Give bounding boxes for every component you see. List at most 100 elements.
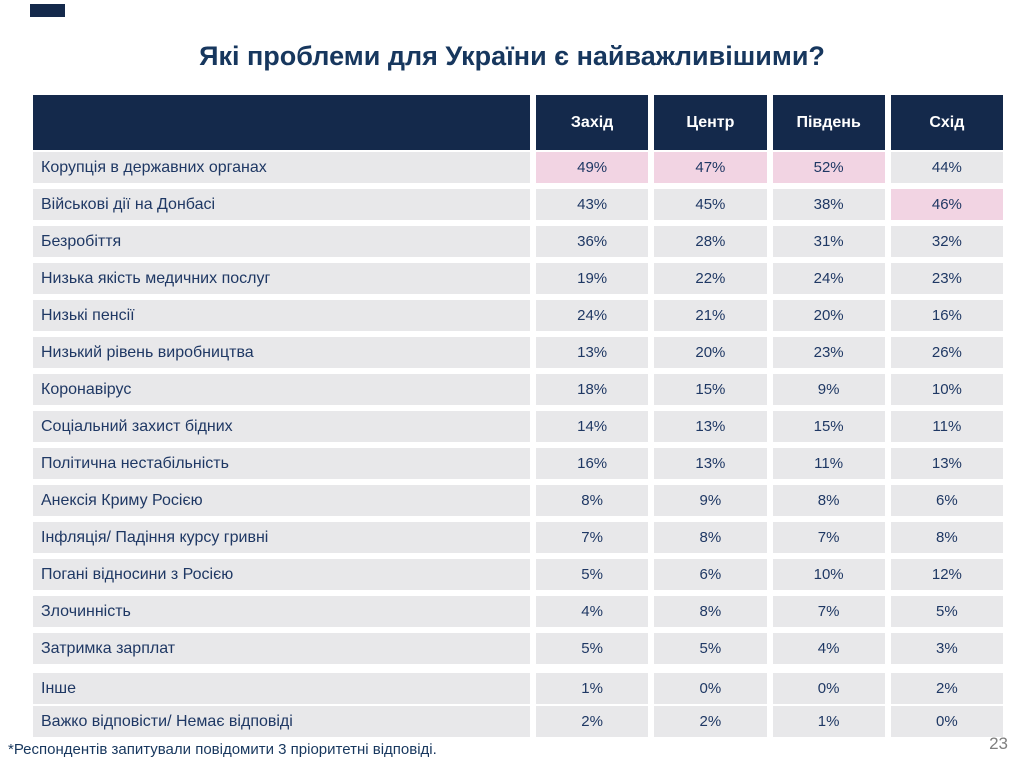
value-cell: 22% (654, 263, 767, 294)
table-row: Політична нестабільність 16% 13% 11% 13% (33, 448, 1003, 479)
row-label: Військові дії на Донбасі (33, 189, 530, 220)
value-cell: 5% (654, 633, 767, 664)
value-cell: 43% (536, 189, 649, 220)
value-cell: 1% (772, 706, 885, 737)
value-cell: 44% (890, 152, 1003, 183)
value-cell: 9% (772, 374, 885, 405)
row-label: Злочинність (33, 596, 530, 627)
value-cell: 5% (536, 633, 649, 664)
value-cell: 5% (890, 596, 1003, 627)
row-label: Важко відповісти/ Немає відповіді (33, 706, 530, 737)
row-label: Погані відносини з Росією (33, 559, 530, 590)
value-cell: 7% (536, 522, 649, 553)
table-row: Затримка зарплат 5% 5% 4% 3% (33, 633, 1003, 664)
table-row: Безробіття 36% 28% 31% 32% (33, 226, 1003, 257)
table-row: Злочинність 4% 8% 7% 5% (33, 596, 1003, 627)
row-label: Анексія Криму Росією (33, 485, 530, 516)
header-cell-west: Захід (536, 95, 649, 150)
value-cell: 11% (890, 411, 1003, 442)
value-cell: 36% (536, 226, 649, 257)
value-cell: 45% (654, 189, 767, 220)
table-row: Військові дії на Донбасі 43% 45% 38% 46% (33, 189, 1003, 220)
table-row: Анексія Криму Росією 8% 9% 8% 6% (33, 485, 1003, 516)
value-cell: 1% (536, 673, 649, 704)
value-cell: 38% (772, 189, 885, 220)
table-row: Погані відносини з Росією 5% 6% 10% 12% (33, 559, 1003, 590)
table-row: Низькі пенсії 24% 21% 20% 16% (33, 300, 1003, 331)
header-empty-cell (33, 95, 530, 150)
row-label: Інфляція/ Падіння курсу гривні (33, 522, 530, 553)
value-cell: 9% (654, 485, 767, 516)
row-label: Затримка зарплат (33, 633, 530, 664)
value-cell: 13% (654, 448, 767, 479)
table-row: Важко відповісти/ Немає відповіді 2% 2% 1% 0… (33, 706, 1003, 737)
value-cell: 28% (654, 226, 767, 257)
value-cell: 31% (772, 226, 885, 257)
value-cell: 11% (772, 448, 885, 479)
value-cell: 6% (890, 485, 1003, 516)
value-cell: 16% (890, 300, 1003, 331)
value-cell: 2% (890, 673, 1003, 704)
table-header-row: Захід Центр Південь Схід (33, 95, 1003, 150)
header-cell-south: Південь (772, 95, 885, 150)
value-cell: 16% (536, 448, 649, 479)
value-cell: 8% (772, 485, 885, 516)
value-cell: 21% (654, 300, 767, 331)
value-cell: 12% (890, 559, 1003, 590)
table-row: Низька якість медичних послуг 19% 22% 24% 23… (33, 263, 1003, 294)
value-cell: 7% (772, 522, 885, 553)
row-label: Коронавірус (33, 374, 530, 405)
value-cell: 0% (890, 706, 1003, 737)
value-cell: 7% (772, 596, 885, 627)
value-cell: 2% (536, 706, 649, 737)
header-cell-east: Схід (890, 95, 1003, 150)
value-cell: 47% (654, 152, 767, 183)
value-cell: 23% (890, 263, 1003, 294)
row-label: Політична нестабільність (33, 448, 530, 479)
footnote: *Респондентів запитували повідомити 3 пр… (8, 741, 437, 758)
corner-bar (30, 4, 65, 17)
value-cell: 15% (654, 374, 767, 405)
slide-title: Які проблеми для України є найважливішим… (199, 41, 825, 71)
value-cell: 8% (536, 485, 649, 516)
value-cell: 10% (772, 559, 885, 590)
value-cell: 20% (772, 300, 885, 331)
problems-table: Захід Центр Південь Схід Корупція в держ… (33, 95, 1003, 737)
value-cell: 19% (536, 263, 649, 294)
value-cell: 24% (772, 263, 885, 294)
page-number: 23 (989, 734, 1008, 753)
row-label: Низький рівень виробництва (33, 337, 530, 368)
table-row: Інше 1% 0% 0% 2% (33, 673, 1003, 704)
value-cell: 3% (890, 633, 1003, 664)
value-cell: 8% (654, 596, 767, 627)
value-cell: 24% (536, 300, 649, 331)
value-cell: 14% (536, 411, 649, 442)
value-cell: 2% (654, 706, 767, 737)
value-cell: 8% (654, 522, 767, 553)
value-cell: 26% (890, 337, 1003, 368)
value-cell: 18% (536, 374, 649, 405)
table-row: Низький рівень виробництва 13% 20% 23% 26% (33, 337, 1003, 368)
value-cell: 23% (772, 337, 885, 368)
value-cell: 32% (890, 226, 1003, 257)
table-row: Соціальний захист бідних 14% 13% 15% 11% (33, 411, 1003, 442)
row-label: Інше (33, 673, 530, 704)
value-cell: 5% (536, 559, 649, 590)
value-cell: 13% (890, 448, 1003, 479)
value-cell: 13% (536, 337, 649, 368)
table-row: Корупція в державних органах 49% 47% 52% 44% (33, 152, 1003, 183)
row-label: Низькі пенсії (33, 300, 530, 331)
value-cell: 52% (772, 152, 885, 183)
value-cell: 13% (654, 411, 767, 442)
row-label: Безробіття (33, 226, 530, 257)
value-cell: 10% (890, 374, 1003, 405)
value-cell: 6% (654, 559, 767, 590)
table-body: Корупція в державних органах 49% 47% 52% 44%… (33, 152, 1003, 737)
header-cell-center: Центр (654, 95, 767, 150)
row-label: Соціальний захист бідних (33, 411, 530, 442)
row-label: Низька якість медичних послуг (33, 263, 530, 294)
value-cell: 0% (772, 673, 885, 704)
row-label: Корупція в державних органах (33, 152, 530, 183)
value-cell: 4% (772, 633, 885, 664)
table-row: Інфляція/ Падіння курсу гривні 7% 8% 7% 8% (33, 522, 1003, 553)
